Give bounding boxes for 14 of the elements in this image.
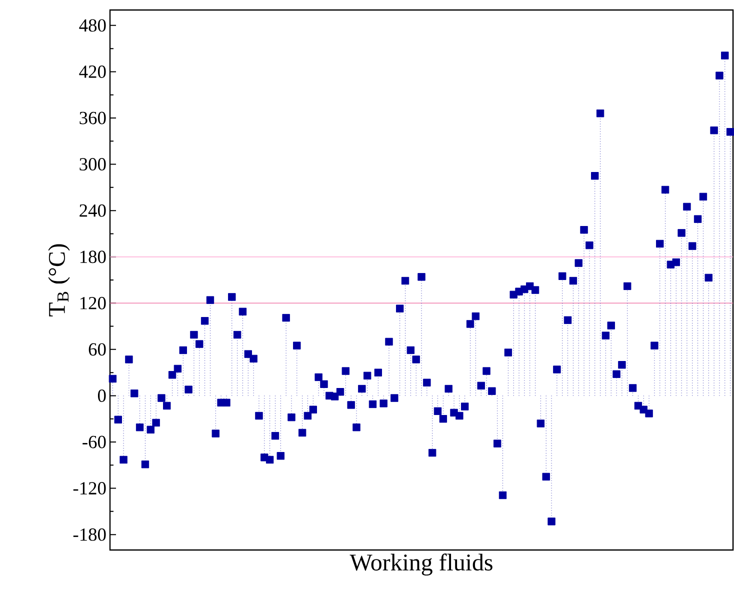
y-tick-label: 300 — [80, 158, 106, 171]
y-tick-label: -180 — [73, 528, 106, 541]
y-tick-label: 360 — [80, 112, 106, 124]
y-tick-label: 60 — [88, 343, 106, 356]
y-tick-label: 180 — [80, 250, 106, 264]
y-tick-label: -60 — [82, 436, 106, 448]
y-tick-label: 0 — [98, 389, 106, 402]
y-tick-label: 420 — [79, 65, 106, 78]
y-tick-label: 480 — [79, 19, 106, 32]
x-axis-title: Working fluids — [350, 554, 492, 576]
y-tick-label: 120 — [80, 296, 106, 310]
y-tick-label: -120 — [73, 482, 106, 495]
y-axis-title: T$_{B}$ (°C) — [48, 244, 70, 316]
y-tick-label: 240 — [80, 204, 106, 217]
